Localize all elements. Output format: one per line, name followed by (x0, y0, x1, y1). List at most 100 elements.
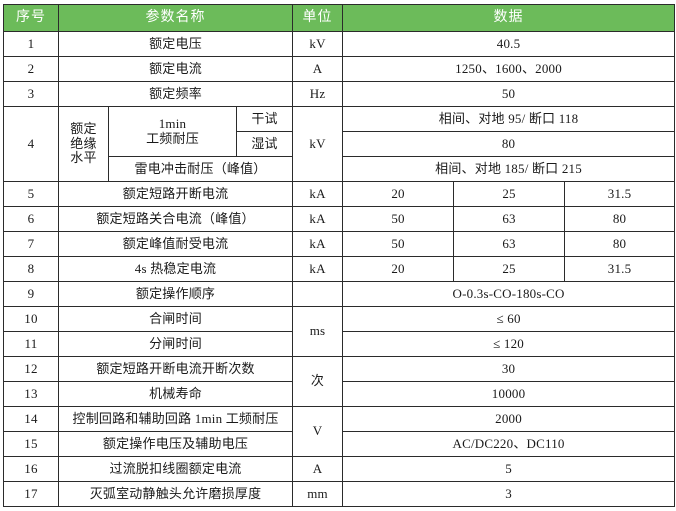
row-data: ≤ 120 (342, 331, 676, 357)
row-parameter: 过流脱扣线圈额定电流 (57, 456, 294, 482)
row-data: 2000 (342, 406, 676, 432)
table-row: 5 额定短路开断电流 kA 20 25 31.5 (3, 181, 676, 207)
row-index: 12 (3, 356, 59, 382)
row-parameter: 额定短路开断电流开断次数 (57, 356, 294, 382)
row-index: 9 (3, 281, 59, 307)
row-unit: kA (292, 256, 344, 282)
row-unit: ms (292, 306, 344, 357)
row-parameter: 额定电流 (57, 56, 294, 82)
table-row: 12 额定短路开断电流开断次数 次 30 (3, 356, 676, 407)
table-row: 1 额定电压 kV 40.5 (3, 31, 676, 57)
row-data-1: 50 (342, 231, 455, 257)
row-data: 相间、对地 185/ 断口 215 (342, 156, 676, 182)
table-row: 8 4s 热稳定电流 kA 20 25 31.5 (3, 256, 676, 282)
row-data: O-0.3s-CO-180s-CO (342, 281, 676, 307)
row-data-1: 50 (342, 206, 455, 232)
row-index: 7 (3, 231, 59, 257)
insulation-label-line-1: 额定 (70, 120, 97, 136)
row-parameter: 额定操作电压及辅助电压 (57, 431, 294, 457)
power-frequency-withstand-label: 1min 工频耐压 (108, 106, 237, 157)
row-index: 6 (3, 206, 59, 232)
insulation-level-label: 额定 绝缘 水平 (58, 106, 109, 182)
table-row: 10 合闸时间 ms ≤ 60 (3, 306, 676, 357)
power-frequency-line-2: 工频耐压 (146, 130, 199, 146)
row-data-1: 20 (342, 256, 455, 282)
row-parameter: 机械寿命 (57, 381, 294, 407)
row-parameter: 4s 热稳定电流 (57, 256, 294, 282)
lightning-impulse-label: 雷电冲击耐压（峰值） (107, 156, 294, 182)
row-data: 1250、1600、2000 (342, 56, 676, 82)
row-data-2: 63 (453, 206, 566, 232)
row-data-3: 80 (564, 206, 676, 232)
table-row: 6 额定短路关合电流（峰值） kA 50 63 80 (3, 206, 676, 232)
row-parameter: 分闸时间 (57, 331, 294, 357)
row-data-1: 20 (342, 181, 455, 207)
table-row: 15 额定操作电压及辅助电压 AC/DC220、DC110 (3, 431, 676, 457)
row-parameter: 额定操作顺序 (57, 281, 294, 307)
header-parameter: 参数名称 (57, 4, 294, 32)
row-parameter: 灭弧室动静触头允许磨损厚度 (57, 481, 294, 507)
row-index: 14 (3, 406, 59, 432)
test-type-dry: 干试 (235, 106, 294, 132)
row-data-2: 25 (453, 181, 566, 207)
table-row: 14 控制回路和辅助回路 1min 工频耐压 V 2000 (3, 406, 676, 457)
row-unit: kV (292, 31, 344, 57)
row-index: 8 (3, 256, 59, 282)
row-unit-empty (292, 281, 344, 307)
row-data: 10000 (342, 381, 676, 407)
row-index: 10 (3, 306, 59, 332)
row-index: 3 (3, 81, 59, 107)
table-row-lightning-impulse: 雷电冲击耐压（峰值） 相间、对地 185/ 断口 215 (4, 156, 676, 182)
row-unit: mm (292, 481, 344, 507)
header-unit: 单位 (292, 4, 344, 32)
row-unit: kA (292, 206, 344, 232)
row-data: 80 (342, 131, 676, 157)
row-unit: A (292, 456, 344, 482)
row-data-2: 63 (453, 231, 566, 257)
row-index: 1 (3, 31, 59, 57)
row-parameter: 合闸时间 (57, 306, 294, 332)
row-index: 5 (3, 181, 59, 207)
table-row: 3 额定频率 Hz 50 (3, 81, 676, 107)
power-frequency-line-1: 1min (158, 115, 187, 131)
row-data: 5 (342, 456, 676, 482)
header-data: 数据 (342, 4, 676, 32)
row-unit: Hz (292, 81, 344, 107)
row-data-3: 80 (564, 231, 676, 257)
row-data: 30 (342, 356, 676, 382)
table-row: 7 额定峰值耐受电流 kA 50 63 80 (3, 231, 676, 257)
row-parameter: 额定峰值耐受电流 (57, 231, 294, 257)
header-index: 序号 (3, 4, 59, 32)
row-unit: kA (292, 231, 344, 257)
specification-table: 序号 参数名称 单位 数据 1 额定电压 kV 40.5 2 额定电流 A 12… (3, 4, 676, 507)
row-unit: A (292, 56, 344, 82)
table-row-insulation-dry: 4 额定 绝缘 水平 1min 工频耐压 干试 kV 相间、对地 95/ 断口 … (3, 106, 676, 182)
row-data-3: 31.5 (564, 181, 676, 207)
row-index: 4 (3, 106, 59, 182)
table-row: 9 额定操作顺序 O-0.3s-CO-180s-CO (3, 281, 676, 307)
table-row: 2 额定电流 A 1250、1600、2000 (3, 56, 676, 82)
row-parameter: 额定频率 (57, 81, 294, 107)
row-parameter: 控制回路和辅助回路 1min 工频耐压 (57, 406, 294, 432)
insulation-label-line-3: 水平 (70, 150, 97, 166)
row-data: 50 (342, 81, 676, 107)
row-index: 15 (3, 431, 59, 457)
row-parameter: 额定短路关合电流（峰值） (57, 206, 294, 232)
row-data-3: 31.5 (564, 256, 676, 282)
row-unit: kA (292, 181, 344, 207)
table-row: 17 灭弧室动静触头允许磨损厚度 mm 3 (3, 481, 676, 507)
table-row: 13 机械寿命 10000 (3, 381, 676, 407)
table-header-row: 序号 参数名称 单位 数据 (3, 4, 676, 32)
row-unit: 次 (292, 356, 344, 407)
table-row: 11 分闸时间 ≤ 120 (3, 331, 676, 357)
row-parameter: 额定电压 (57, 31, 294, 57)
table-body: 1 额定电压 kV 40.5 2 额定电流 A 1250、1600、2000 3… (3, 31, 676, 507)
table-row-insulation-wet: 湿试 80 (4, 131, 676, 157)
row-unit: V (292, 406, 344, 457)
row-index: 17 (3, 481, 59, 507)
row-parameter: 额定短路开断电流 (57, 181, 294, 207)
row-data-2: 25 (453, 256, 566, 282)
test-type-wet: 湿试 (235, 131, 294, 157)
table-row: 16 过流脱扣线圈额定电流 A 5 (3, 456, 676, 482)
